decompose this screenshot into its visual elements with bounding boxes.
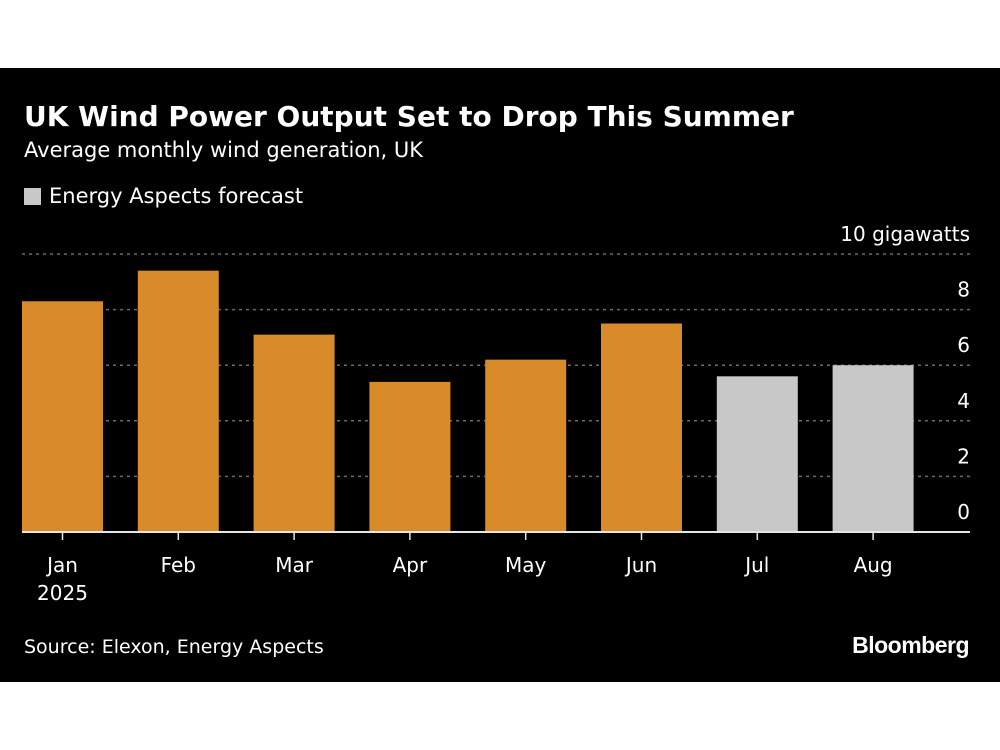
y-tick-label-0: 0 xyxy=(957,500,970,524)
bar-mar xyxy=(253,334,335,532)
x-tick-label-aug: Aug xyxy=(854,553,893,577)
y-tick-label-6: 6 xyxy=(957,333,970,357)
bar-jun xyxy=(601,323,682,532)
x-tick-label-may: May xyxy=(505,553,547,577)
x-tick-label-jan: Jan xyxy=(45,553,78,577)
source-note: Source: Elexon, Energy Aspects xyxy=(24,636,324,658)
bar-apr xyxy=(369,381,451,532)
x-year-label: 2025 xyxy=(37,581,88,605)
bar-jan xyxy=(22,301,103,532)
x-tick-label-mar: Mar xyxy=(275,553,314,577)
bar-may xyxy=(485,359,567,532)
bloomberg-logo: Bloomberg xyxy=(852,632,969,658)
y-tick-label-10: 10 gigawatts xyxy=(840,222,970,246)
chart-title: UK Wind Power Output Set to Drop This Su… xyxy=(24,100,794,133)
x-tick-label-jun: Jun xyxy=(624,553,657,577)
chart-subtitle: Average monthly wind generation, UK xyxy=(24,138,424,162)
legend-swatch-forecast xyxy=(24,187,41,205)
y-tick-label-8: 8 xyxy=(957,278,970,302)
y-tick-label-4: 4 xyxy=(957,389,970,413)
x-tick-label-jul: Jul xyxy=(743,553,769,577)
legend-label-forecast: Energy Aspects forecast xyxy=(49,184,304,208)
x-tick-label-apr: Apr xyxy=(393,553,428,577)
legend: Energy Aspects forecast xyxy=(24,184,303,208)
bar-feb xyxy=(137,270,219,532)
x-tick-label-feb: Feb xyxy=(161,553,196,577)
bar-aug xyxy=(832,365,914,532)
bar-jul xyxy=(716,376,798,532)
y-tick-label-2: 2 xyxy=(957,444,970,468)
